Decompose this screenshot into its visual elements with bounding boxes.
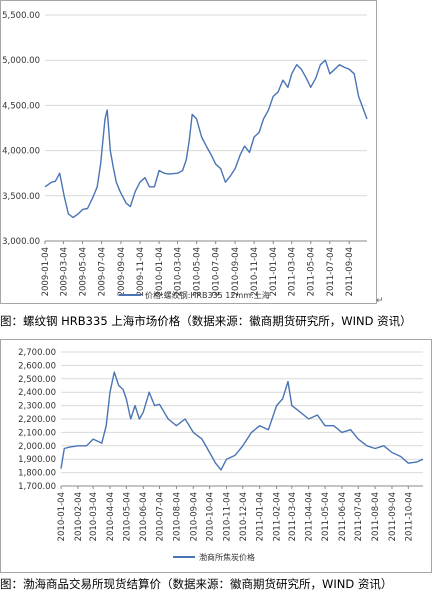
- y-tick-label: 2,000.00: [18, 442, 56, 452]
- x-tick-label: 2010-05-04: [193, 247, 203, 296]
- y-tick-label: 4,000.00: [2, 147, 40, 157]
- y-tick-label: 4,500.00: [2, 101, 40, 111]
- y-tick-label: 5,000.00: [2, 56, 40, 66]
- x-tick-label: 2010-11-04: [250, 247, 260, 296]
- y-tick-label: 1,800.00: [18, 469, 56, 479]
- y-tick-label: 3,000.00: [2, 237, 40, 247]
- x-tick-label: 2011-09-04: [345, 247, 355, 296]
- y-tick-label: 2,300.00: [18, 402, 56, 412]
- y-tick-label: 2,500.00: [18, 375, 56, 385]
- steel-price-caption: 图：螺纹钢 HRB335 上海市场价格（数据来源：徽商期货研究所，WIND 资讯…: [0, 314, 412, 328]
- x-tick-label: 2010-12-04: [239, 492, 249, 541]
- x-tick-label: 2010-05-04: [122, 492, 132, 541]
- y-tick-label: 5,500.00: [2, 11, 40, 21]
- y-tick-label: 1,900.00: [18, 455, 56, 465]
- x-tick-label: 2010-09-04: [189, 492, 199, 541]
- x-tick-label: 2010-01-04: [57, 492, 67, 541]
- x-tick-label: 2011-09-04: [388, 492, 398, 541]
- coke-price-caption: 图：渤海商品交易所现货结算价（数据来源：徽商期货研究所，WIND 资讯）: [0, 577, 393, 591]
- series-line: [44, 59, 368, 219]
- x-tick-label: 2009-11-04: [136, 247, 146, 296]
- x-tick-label: 2011-05-04: [307, 247, 317, 296]
- x-tick-label: 2010-08-04: [172, 492, 182, 541]
- x-tick-label: 2011-05-04: [321, 492, 331, 541]
- legend-label: 渤商所焦炭价格: [199, 552, 255, 562]
- x-tick-label: 2011-04-04: [305, 492, 315, 541]
- y-tick-label: 1,700.00: [18, 482, 56, 492]
- x-tick-label: 2010-04-04: [106, 492, 116, 541]
- x-tick-label: 2010-02-04: [74, 492, 84, 541]
- x-tick-label: 2009-03-04: [59, 247, 69, 296]
- x-tick-label: 2011-01-04: [256, 492, 266, 541]
- x-tick-label: 2011-02-04: [273, 492, 283, 541]
- legend-label: 价格:螺纹钢:HRB335 12mm:上海: [145, 290, 270, 300]
- x-tick-label: 2011-06-04: [338, 492, 348, 541]
- x-tick-label: 2010-03-04: [174, 247, 184, 296]
- y-tick-label: 2,100.00: [18, 428, 56, 438]
- x-tick-label: 2009-05-04: [79, 247, 89, 296]
- x-tick-label: 2009-07-04: [98, 247, 108, 296]
- coke-price-chart-svg: 1,700.00 1,800.00 1,900.00 2,000.00 2,100.00…: [18, 348, 424, 562]
- x-tick-label: 2010-09-04: [231, 247, 241, 296]
- steel-price-chart: 3,000.00 3,500.00 4,000.00 4,500.00 5,000.00…: [0, 0, 377, 304]
- x-tick-label: 2011-10-04: [404, 492, 414, 541]
- y-tick-label: 2,700.00: [18, 348, 56, 358]
- x-tick-label: 2009-01-04: [41, 247, 51, 296]
- x-tick-label: 2011-03-04: [288, 247, 298, 296]
- x-tick-label: 2010-01-04: [155, 247, 165, 296]
- x-tick-label: 2010-03-04: [89, 492, 99, 541]
- y-tick-label: 2,200.00: [18, 415, 56, 425]
- series-line: [60, 371, 424, 471]
- y-tick-label: 2,600.00: [18, 361, 56, 371]
- x-tick-label: 2010-06-04: [139, 492, 149, 541]
- x-tick-label: 2011-07-04: [326, 247, 336, 296]
- x-tick-label: 2011-07-04: [354, 492, 364, 541]
- paragraph-return-mark: ↵: [376, 296, 384, 306]
- x-tick-label: 2010-11-04: [222, 492, 232, 541]
- x-tick-label: 2011-08-04: [371, 492, 381, 541]
- y-tick-label: 2,400.00: [18, 388, 56, 398]
- x-tick-label: 2010-10-04: [206, 492, 216, 541]
- x-tick-label: 2011-01-04: [269, 247, 279, 296]
- coke-price-chart: 1,700.00 1,800.00 1,900.00 2,000.00 2,100.00…: [0, 339, 432, 573]
- x-tick-label: 2011-03-04: [288, 492, 298, 541]
- x-tick-label: 2010-07-04: [156, 492, 166, 541]
- steel-price-chart-svg: 3,000.00 3,500.00 4,000.00 4,500.00 5,000.00…: [2, 11, 368, 300]
- x-tick-label: 2010-07-04: [212, 247, 222, 296]
- y-tick-label: 3,500.00: [2, 192, 40, 202]
- x-tick-label: 2009-09-04: [117, 247, 127, 296]
